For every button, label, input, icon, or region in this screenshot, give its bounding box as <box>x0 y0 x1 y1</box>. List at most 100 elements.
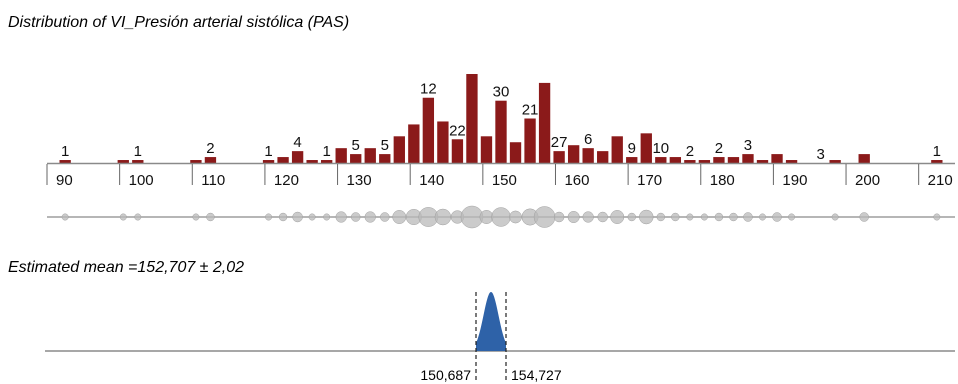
bubble <box>509 210 522 224</box>
bubble <box>582 211 594 223</box>
histogram-bar <box>495 100 507 163</box>
histogram-bar <box>611 136 623 163</box>
histogram-bar <box>858 154 870 163</box>
bubble <box>206 212 215 222</box>
histogram-bar <box>742 154 754 163</box>
histogram-bar <box>393 136 405 163</box>
histogram-bar <box>466 74 478 163</box>
bubble <box>119 213 127 221</box>
bar-value-label: 3 <box>744 137 752 154</box>
histogram-bar <box>306 160 318 163</box>
bubble <box>265 213 273 221</box>
histogram-bar <box>320 160 333 163</box>
bubble <box>192 213 200 221</box>
bubble <box>831 213 839 221</box>
bubble <box>567 211 580 223</box>
histogram-bar <box>626 157 638 163</box>
histogram-bar <box>829 160 841 163</box>
bubble <box>788 213 796 221</box>
bubble <box>639 209 654 225</box>
x-axis-tick-label: 90 <box>56 172 73 189</box>
bar-value-label: 2 <box>206 140 214 157</box>
bubble <box>278 212 288 222</box>
x-axis-tick-label: 170 <box>637 172 662 189</box>
bubble <box>323 213 331 221</box>
histogram-bar <box>785 160 798 163</box>
bar-value-label: 2 <box>686 143 694 160</box>
bar-value-label: 10 <box>652 140 669 157</box>
histogram-bar <box>553 151 565 163</box>
bubble <box>686 213 694 221</box>
histogram-bar <box>190 160 202 163</box>
bubble <box>772 212 782 222</box>
histogram-bar <box>408 124 420 163</box>
histogram-bar <box>364 148 376 163</box>
bubble <box>434 208 452 226</box>
bubble <box>350 212 361 222</box>
histogram-bar <box>524 118 536 163</box>
histogram-bar <box>59 160 71 163</box>
histogram-bar <box>509 142 522 163</box>
bubble <box>700 213 708 221</box>
histogram-bar <box>756 160 769 163</box>
bar-value-label: 21 <box>522 102 539 119</box>
bar-value-label: 5 <box>381 137 389 154</box>
histogram-bar <box>567 145 580 163</box>
x-axis-tick-label: 120 <box>274 172 299 189</box>
bubble <box>656 212 666 222</box>
bubble <box>743 212 753 222</box>
histogram-bar <box>132 160 144 163</box>
bar-value-label: 1 <box>264 143 272 160</box>
x-axis-tick-label: 110 <box>201 172 225 189</box>
bar-value-label: 3 <box>816 146 824 163</box>
ci-low-label: 150,687 <box>420 367 471 383</box>
bubble <box>335 211 347 223</box>
bar-value-label: 22 <box>449 122 466 139</box>
histogram-bar <box>422 97 435 163</box>
histogram-bar <box>640 133 652 163</box>
histogram-bar <box>480 136 493 163</box>
bubble <box>610 210 625 224</box>
bar-value-label: 9 <box>628 140 636 157</box>
histogram-bar <box>582 148 594 163</box>
bar-value-label: 1 <box>933 143 941 160</box>
bubble <box>933 213 941 221</box>
estimated-mean-title: Estimated mean =152,707 ± 2,02 <box>8 259 244 276</box>
histogram-bar <box>538 82 551 163</box>
bar-value-label: 27 <box>551 134 568 151</box>
x-axis-tick-label: 100 <box>129 172 154 189</box>
x-axis-tick-label: 140 <box>419 172 444 189</box>
bubble <box>292 211 303 223</box>
bubble <box>61 213 69 221</box>
histogram-bar <box>291 151 304 163</box>
histogram-bar <box>727 157 740 163</box>
histogram-bar <box>379 154 391 163</box>
histogram-bar <box>597 151 609 163</box>
bubble <box>714 212 724 222</box>
bubble <box>729 212 738 222</box>
histogram-bar <box>117 160 129 163</box>
bubble <box>380 212 390 222</box>
histogram-bar <box>262 160 275 163</box>
x-axis-tick-label: 160 <box>564 172 589 189</box>
histogram-bar <box>698 160 711 163</box>
bar-value-label: 6 <box>584 131 592 148</box>
bar-value-label: 1 <box>134 143 142 160</box>
bubble <box>479 210 494 224</box>
histogram-bar <box>771 154 783 163</box>
bubble <box>597 211 608 223</box>
histogram-bar <box>713 157 725 163</box>
mean-distribution-shape <box>476 292 506 351</box>
bubble <box>553 211 565 223</box>
histogram-bar <box>669 157 682 163</box>
bubble <box>759 213 766 221</box>
ci-high-label: 154,727 <box>511 367 562 383</box>
bar-value-label: 12 <box>420 81 437 98</box>
bubble <box>308 213 316 221</box>
bubble <box>671 212 680 222</box>
histogram-bar <box>437 121 449 163</box>
x-axis-tick-label: 130 <box>347 172 372 189</box>
bubble <box>134 213 142 221</box>
